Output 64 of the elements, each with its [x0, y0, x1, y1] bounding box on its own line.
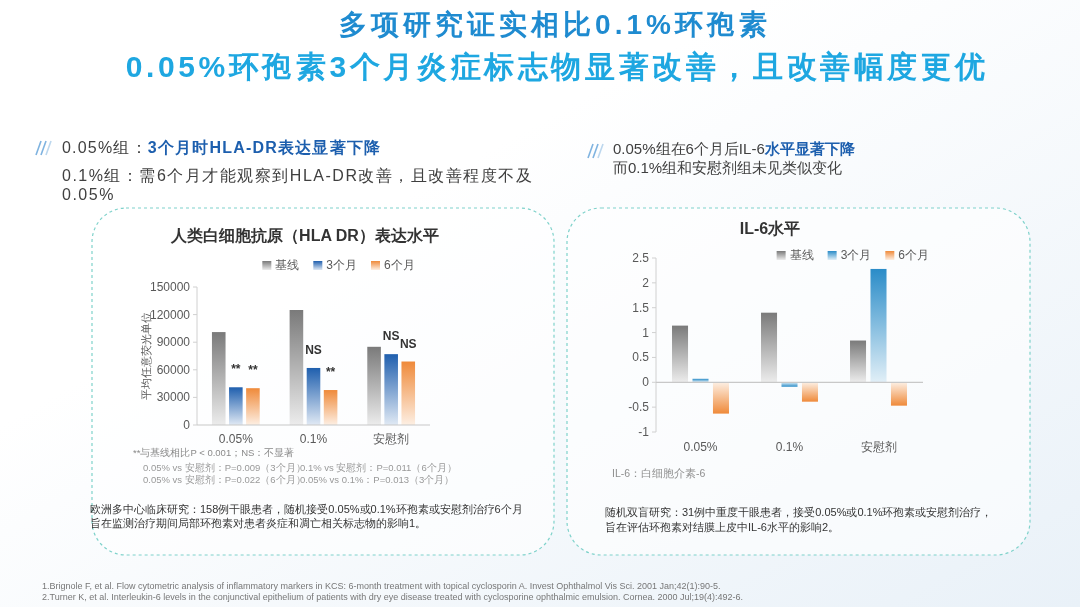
bar: [890, 382, 907, 406]
data-label: NS: [399, 336, 417, 351]
y-tick-label: 60000: [156, 362, 191, 377]
legend-label: 基线: [275, 258, 300, 272]
data-label: **: [325, 365, 336, 380]
bar: [712, 382, 729, 414]
bar: [323, 390, 338, 425]
y-tick-label: 0: [183, 418, 191, 432]
bar: [672, 325, 689, 383]
x-tick-label: 0.1%: [299, 432, 328, 446]
bar: [246, 388, 260, 425]
legend-label: 6个月: [384, 258, 415, 272]
bar: [211, 332, 226, 425]
bar: [229, 387, 243, 425]
y-tick-label: 30000: [156, 390, 191, 405]
text: 而0.1%组和安慰剂组未见类似变化: [613, 159, 843, 176]
y-tick-label: 0.5: [632, 350, 650, 365]
bar: [692, 378, 709, 383]
y-tick-label: 90000: [156, 335, 191, 350]
text: IL-6：白细胞介素-6: [612, 467, 706, 479]
bar: [761, 312, 778, 383]
data-label: **: [231, 362, 241, 377]
x-tick-label: 安慰剂: [373, 432, 410, 446]
text: **与基线相比P < 0.001；NS：不显著: [133, 447, 295, 458]
y-tick-label: 2: [642, 275, 650, 290]
text: 欧洲多中心临床研究：158例干眼患者，随机接受0.05%或0.1%环孢素或安慰剂治疗6个月旨在监测治疗期间局部环孢素对患者炎症和凋亡相关标志物的影响1。: [90, 503, 523, 529]
data-label: NS: [305, 342, 322, 357]
x-tick-label: 0.1%: [775, 440, 804, 454]
text: 0.1% vs 安慰剂：P=0.011（6个月）: [300, 462, 457, 473]
data-label: **: [248, 363, 258, 378]
x-tick-label: 0.05%: [683, 440, 718, 454]
data-label: NS: [382, 329, 400, 344]
y-tick-label: -0.5: [628, 400, 650, 415]
y-axis-title: 平均任意荧光单位: [140, 312, 152, 400]
bar: [306, 367, 321, 425]
x-tick-label: 0.05%: [218, 432, 254, 446]
legend-label: 基线: [789, 248, 814, 262]
text: 0.05% vs 0.1%：P=0.013（3个月）: [300, 474, 455, 485]
bar: [850, 340, 867, 383]
legend-label: 3个月: [326, 258, 357, 272]
text: 随机双盲研究：31例中重度干眼患者，接受0.05%或0.1%环孢素或安慰剂治疗，旨在评估环孢素对结膜上皮中IL-6水平的影响2。: [605, 506, 993, 533]
chart-title: 人类白细胞抗原（HLA DR）表达水平: [170, 227, 439, 245]
legend-label: 6个月: [898, 248, 929, 262]
y-tick-label: 1.5: [632, 300, 650, 315]
bar: [401, 361, 416, 425]
chart-title: IL-6水平: [739, 220, 801, 237]
text: 2.Turner K, et al. Interleukin-6 levels in the conjunctival epithelium of patients with dry eye disease treated with cyclosporine ophthalmic emulsion. Cornea. 2000 Jul;19(4):492-6.: [42, 592, 744, 602]
bar: [367, 346, 381, 425]
y-tick-label: 0: [642, 375, 650, 390]
text: 3个月时HLA-DR表达显著下降: [147, 139, 382, 156]
y-tick-label: 1: [642, 325, 650, 340]
bar: [801, 382, 818, 402]
text: 多项研究证实相比0.1%环孢素: [339, 9, 771, 40]
y-tick-label: 150000: [149, 280, 191, 294]
y-tick-label: -1: [638, 425, 650, 439]
x-tick-label: 安慰剂: [860, 440, 897, 454]
text: 0.1%组：需6个月才能观察到HLA-DR改善，且改善程度不及0.05%: [62, 167, 534, 203]
bar: [870, 268, 887, 383]
text: 0.05%环孢素3个月炎症标志物显著改善，且改善幅度更优: [125, 50, 989, 83]
bar: [289, 310, 304, 425]
y-tick-label: 2.5: [632, 251, 650, 265]
legend-label: 3个月: [840, 248, 872, 262]
text: 1.Brignole F, et al. Flow cytometric analysis of inflammatory markers in KCS: 6-month treatment with topical cyclosporin A. Invest Ophthalmol Vis Sci. 2001 Jan;42(1):90-5.: [42, 581, 721, 591]
bar: [384, 354, 398, 425]
